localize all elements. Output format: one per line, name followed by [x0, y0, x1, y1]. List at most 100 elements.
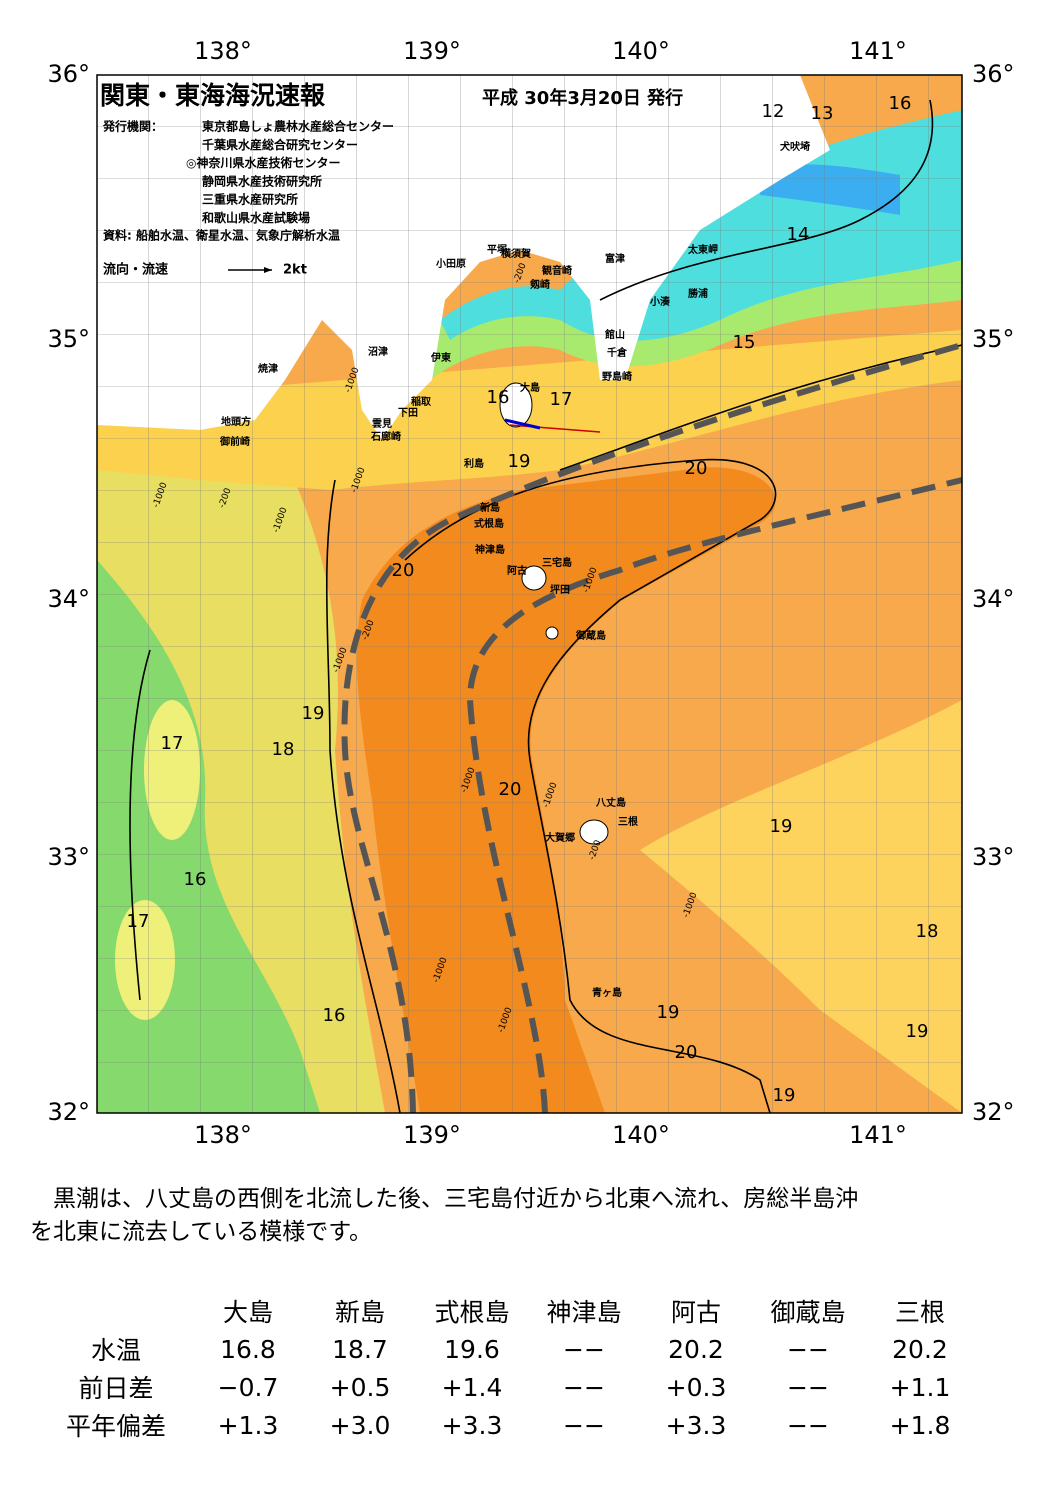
place-name: 小湊: [649, 295, 671, 308]
lat-label: 35°: [972, 325, 1015, 353]
map-frame: [96, 74, 963, 1114]
place-name: 神津島: [475, 543, 505, 556]
table-cell: +3.0: [329, 1410, 391, 1440]
lon-label: 138°: [194, 1121, 252, 1149]
table-cell: +0.5: [329, 1372, 391, 1402]
place-name: 式根島: [474, 517, 504, 530]
column-header: 阿古: [670, 1298, 721, 1327]
table-cell: +1.1: [889, 1372, 951, 1402]
table-cell: −−: [787, 1334, 829, 1364]
isotherm-label: 20: [685, 458, 708, 479]
table-cell: +3.3: [441, 1410, 503, 1440]
lon-label: 138°: [194, 37, 252, 65]
table-cell: 20.2: [892, 1334, 948, 1364]
place-name: 三根: [618, 815, 638, 828]
place-name: 下田: [398, 407, 418, 419]
isotherm-label: 14: [787, 224, 810, 245]
summary-line: 黒潮は、八丈島の西側を北流した後、三宅島付近から北東へ流れ、房総半島沖: [30, 1186, 859, 1212]
legend-label: 流向・流速: [103, 262, 168, 278]
lat-label: 36°: [47, 60, 90, 88]
lat-label: 34°: [972, 585, 1015, 613]
issue-date: 平成 30年3月20日 発行: [482, 87, 683, 109]
place-name: 御前崎: [219, 435, 250, 448]
isotherm-label: 19: [770, 816, 793, 837]
lon-label: 139°: [403, 37, 461, 65]
table-cell: −0.7: [217, 1372, 279, 1402]
lat-label: 33°: [972, 843, 1015, 871]
place-name: 剱崎: [529, 278, 550, 291]
column-header: 大島: [222, 1298, 273, 1327]
isotherm-label: 18: [272, 739, 295, 760]
place-name: 地頭方: [221, 415, 251, 428]
column-header: 御蔵島: [770, 1298, 846, 1327]
map-title: 関東・東海海況速報: [100, 81, 326, 110]
row-label: 水温: [90, 1336, 141, 1365]
table-cell: 18.7: [332, 1334, 388, 1364]
publisher: 静岡県水産技術研究所: [202, 173, 322, 188]
isotherm-label: 18: [916, 921, 939, 942]
legend-arrowhead: [264, 267, 272, 273]
place-name: 横須賀: [501, 247, 531, 260]
isotherm-label: 17: [550, 389, 573, 410]
table-cell: 19.6: [444, 1334, 500, 1364]
isotherm-label: 15: [733, 332, 756, 353]
isotherm-label: 13: [811, 103, 834, 124]
corner: [40, 1292, 192, 1330]
row-label: 前日差: [78, 1374, 154, 1403]
place-name: 利島: [464, 457, 484, 470]
table-cell: +1.3: [217, 1410, 279, 1440]
table-cell: +1.8: [889, 1410, 951, 1440]
lat-label: 32°: [47, 1098, 90, 1126]
lon-label: 140°: [612, 37, 670, 65]
isotherm-label: 16: [889, 93, 912, 114]
lat-label: 32°: [972, 1098, 1015, 1126]
legend-speed: 2kt: [283, 263, 307, 278]
isotherm-label: 16: [487, 387, 510, 408]
table-cell: +1.4: [441, 1372, 503, 1402]
publisher: 和歌山県水産試験場: [201, 210, 310, 225]
lat-label: 36°: [972, 60, 1015, 88]
isotherm-label: 20: [675, 1042, 698, 1063]
column-header: 三根: [894, 1298, 945, 1327]
place-name: 雲見: [372, 418, 392, 430]
lat-label: 35°: [47, 325, 90, 353]
table-cell: −−: [787, 1372, 829, 1402]
place-name: 小田原: [435, 257, 466, 270]
place-name: 御蔵島: [575, 629, 606, 642]
isotherm-label: 19: [773, 1085, 796, 1106]
data-table: 大島 新島 式根島 神津島 阿古 御蔵島 三根 水温 16.8 18.7 19.6 −− 20.2 −− 2…: [40, 1292, 976, 1444]
place-name: 伊東: [430, 351, 451, 364]
table-cell: +3.3: [665, 1410, 727, 1440]
isotherm-label: 19: [302, 703, 325, 724]
place-name: 勝浦: [688, 287, 708, 300]
sea-temperature: [97, 75, 962, 1113]
table-row: 平年偏差 +1.3 +3.0 +3.3 −− +3.3 −− +1.8: [40, 1406, 976, 1444]
isotherm-label: 12: [762, 101, 785, 122]
isotherm-label: 19: [906, 1021, 929, 1042]
publisher: 千葉県水産総合研究センター: [202, 137, 358, 152]
place-name: 犬吠埼: [780, 140, 810, 153]
place-name: 千倉: [607, 346, 628, 359]
isotherm-label: 17: [127, 911, 150, 932]
publisher: 東京都島しょ農林水産総合センター: [202, 119, 394, 134]
lat-label: 33°: [47, 843, 90, 871]
place-name: 青ヶ島: [592, 986, 622, 999]
isotherm-label: 17: [161, 733, 184, 754]
summary-line: を北東に流去している模様です。: [30, 1219, 373, 1245]
place-name: 大島: [520, 381, 540, 394]
place-name: 三宅島: [542, 556, 572, 569]
lat-label: 34°: [47, 585, 90, 613]
table-cell: −−: [563, 1372, 605, 1402]
publisher: ◎神奈川県水産技術センター: [186, 155, 340, 170]
table-header-row: 大島 新島 式根島 神津島 阿古 御蔵島 三根: [40, 1292, 976, 1330]
lon-label: 140°: [612, 1121, 670, 1149]
place-name: 富津: [605, 252, 625, 265]
place-name: 坪田: [550, 583, 570, 596]
place-name: 八丈島: [595, 796, 626, 809]
place-name: 太東岬: [687, 243, 718, 256]
publisher-label: 発行機関：: [102, 119, 163, 134]
place-name: 観音崎: [542, 264, 572, 277]
place-name: 石廊崎: [370, 430, 401, 443]
place-name: 阿古: [507, 564, 527, 577]
place-name: 館山: [604, 328, 625, 341]
